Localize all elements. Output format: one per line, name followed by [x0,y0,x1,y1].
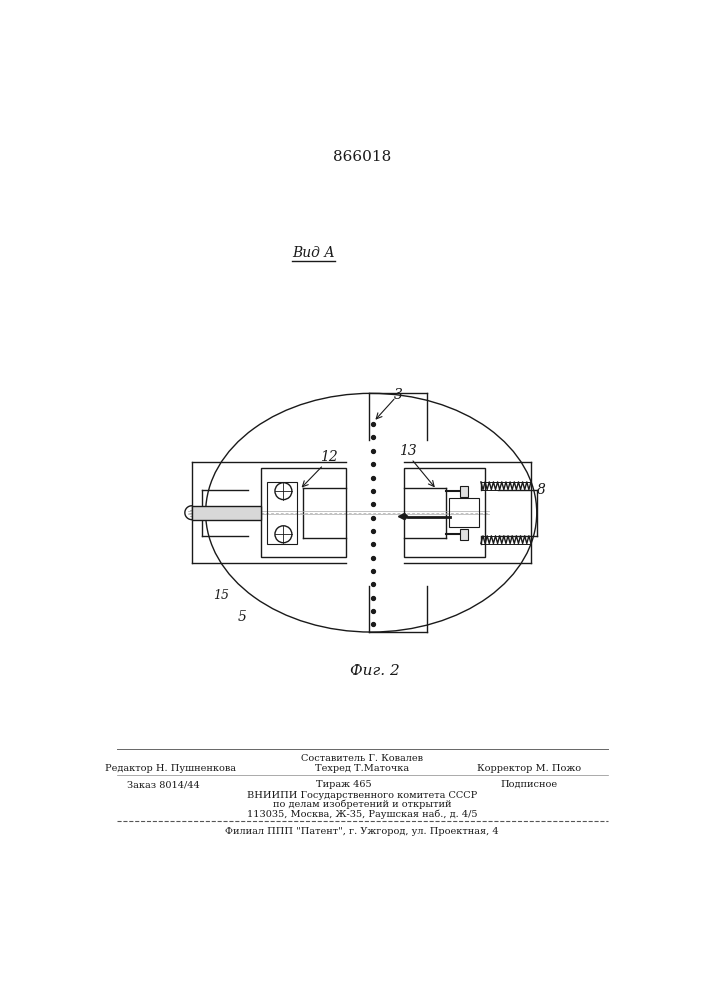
Text: Тираж 465: Тираж 465 [317,780,372,789]
Text: Составитель Г. Ковалев: Составитель Г. Ковалев [301,754,423,763]
Text: Вид А: Вид А [292,246,335,260]
Text: ВНИИПИ Государственного комитета СССР: ВНИИПИ Государственного комитета СССР [247,791,477,800]
Polygon shape [399,513,408,517]
Text: 12: 12 [320,450,338,464]
Bar [192,506,261,520]
Text: 3: 3 [394,388,402,402]
Text: Подписное: Подписное [501,780,558,789]
Text: Корректор М. Пожо: Корректор М. Пожо [477,764,581,773]
Bar [448,498,479,527]
Bar [460,486,468,497]
Polygon shape [399,517,408,520]
Text: Филиал ППП "Патент", г. Ужгород, ул. Проектная, 4: Филиал ППП "Патент", г. Ужгород, ул. Про… [225,827,498,836]
Text: Фиг. 2: Фиг. 2 [350,664,400,678]
Text: 13: 13 [399,444,417,458]
Text: 5: 5 [238,610,246,624]
Text: Техред Т.Маточка: Техред Т.Маточка [315,764,409,773]
Bar [267,482,296,544]
Text: 113035, Москва, Ж-35, Раушская наб., д. 4/5: 113035, Москва, Ж-35, Раушская наб., д. … [247,809,477,819]
Bar [460,529,468,540]
Text: 866018: 866018 [333,150,391,164]
Text: Заказ 8014/44: Заказ 8014/44 [127,780,199,789]
Text: Редактор Н. Пушненкова: Редактор Н. Пушненкова [105,764,237,773]
Text: 15: 15 [213,589,229,602]
Text: 8: 8 [537,483,546,497]
Bar [404,468,485,557]
Text: по делам изобретений и открытий: по делам изобретений и открытий [273,800,451,809]
Bar [261,468,346,557]
